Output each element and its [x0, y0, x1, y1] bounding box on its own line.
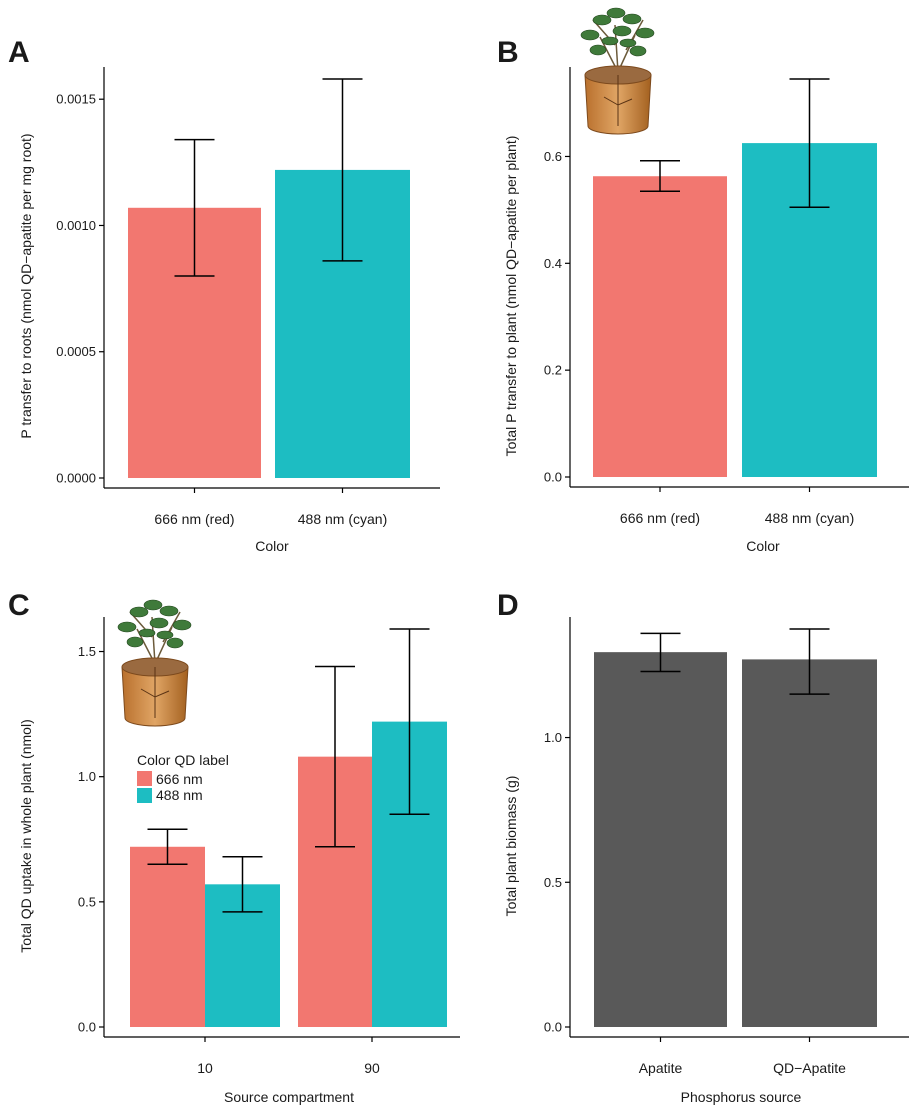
x-axis-b: 666 nm (red) 488 nm (cyan)	[570, 486, 909, 526]
panel-b: B 0.0 0.2 0.4 0.6 666 nm (red) 488 nm (cyan)…	[497, 36, 909, 554]
x-axis-title-b: Color	[746, 538, 780, 554]
x-axis-a: 666 nm (red) 488 nm (cyan)	[104, 487, 440, 527]
panel-letter-b: B	[497, 36, 519, 69]
y-axis-c: 0.0 0.5 1.0 1.5	[78, 617, 105, 1037]
y-tick-label: 0.4	[544, 256, 562, 271]
y-tick-label: 0.0	[544, 1020, 562, 1035]
bars-b	[593, 143, 877, 478]
legend-label-666: 666 nm	[156, 771, 203, 787]
legend-swatch-488	[137, 788, 152, 803]
error-bar	[640, 632, 681, 673]
error-bar	[174, 138, 215, 277]
panel-letter-c: C	[8, 589, 30, 622]
y-tick-label: 0.0	[544, 470, 562, 485]
error-bars-d	[640, 628, 830, 695]
error-bar	[322, 78, 363, 262]
y-tick-label: 1.5	[78, 644, 96, 659]
error-bar	[389, 628, 430, 815]
bar	[594, 652, 727, 1027]
bar	[593, 176, 727, 477]
x-tick-label: 10	[197, 1060, 213, 1076]
error-bars-a	[174, 78, 363, 277]
bars-d	[594, 652, 877, 1027]
error-bar	[789, 78, 830, 208]
y-tick-label: 0.2	[544, 363, 562, 378]
legend-swatch-666	[137, 771, 152, 786]
y-axis-b: 0.0 0.2 0.4 0.6	[544, 67, 571, 487]
legend: Color QD label 666 nm 488 nm	[137, 752, 229, 803]
y-tick-label: 0.6	[544, 149, 562, 164]
y-axis-title-d: Total plant biomass (g)	[503, 776, 519, 917]
y-axis-d: 0.0 0.5 1.0	[544, 617, 571, 1037]
panel-a: A 0.0000 0.0005 0.0010 0.0015 666 nm (red) 4…	[8, 36, 440, 554]
y-axis-title-a: P transfer to roots (nmol QD−apatite per…	[18, 133, 34, 438]
y-tick-label: 0.0010	[56, 218, 96, 233]
y-tick-label: 0.5	[78, 894, 96, 909]
y-tick-label: 0.0000	[56, 471, 96, 486]
x-tick-label: 488 nm (cyan)	[765, 510, 854, 526]
y-tick-label: 1.0	[78, 769, 96, 784]
y-tick-label: 0.0	[78, 1020, 96, 1035]
potted-plant-icon	[117, 599, 192, 727]
panel-d: D 0.0 0.5 1.0 Apatite QD−Apatite Phosphorus…	[497, 589, 909, 1105]
panel-c: C 0.0 0.5 1.0 1.5 10 90 Source compartment T…	[8, 589, 460, 1105]
bars-a	[128, 169, 410, 479]
panel-letter-a: A	[8, 36, 30, 69]
error-bar	[147, 828, 188, 866]
x-axis-c: 10 90	[104, 1036, 460, 1076]
y-tick-label: 0.5	[544, 875, 562, 890]
y-tick-label: 0.0005	[56, 344, 96, 359]
bar	[130, 846, 205, 1027]
x-axis-title-a: Color	[255, 538, 289, 554]
potted-plant-icon	[580, 7, 655, 135]
x-axis-title-d: Phosphorus source	[681, 1089, 802, 1105]
y-tick-label: 0.0015	[56, 92, 96, 107]
x-tick-label: 666 nm (red)	[154, 511, 234, 527]
error-bar	[222, 856, 263, 913]
error-bar	[789, 628, 830, 695]
x-axis-d: Apatite QD−Apatite	[570, 1036, 909, 1076]
error-bar	[315, 665, 355, 848]
x-tick-label: QD−Apatite	[773, 1060, 846, 1076]
y-axis-title-c: Total QD uptake in whole plant (nmol)	[18, 719, 34, 952]
legend-title: Color QD label	[137, 752, 229, 768]
legend-label-488: 488 nm	[156, 787, 203, 803]
panel-letter-d: D	[497, 589, 519, 622]
y-axis-a: 0.0000 0.0005 0.0010 0.0015	[56, 67, 105, 488]
error-bar	[640, 159, 680, 192]
error-bars-b	[640, 78, 830, 208]
x-tick-label: 90	[364, 1060, 380, 1076]
x-axis-title-c: Source compartment	[224, 1089, 354, 1105]
x-tick-label: 488 nm (cyan)	[298, 511, 387, 527]
x-tick-label: 666 nm (red)	[620, 510, 700, 526]
y-axis-title-b: Total P transfer to plant (nmol QD−apati…	[503, 136, 519, 457]
x-tick-label: Apatite	[639, 1060, 683, 1076]
y-tick-label: 1.0	[544, 730, 562, 745]
error-bars-c	[147, 628, 430, 913]
bar	[742, 659, 877, 1027]
